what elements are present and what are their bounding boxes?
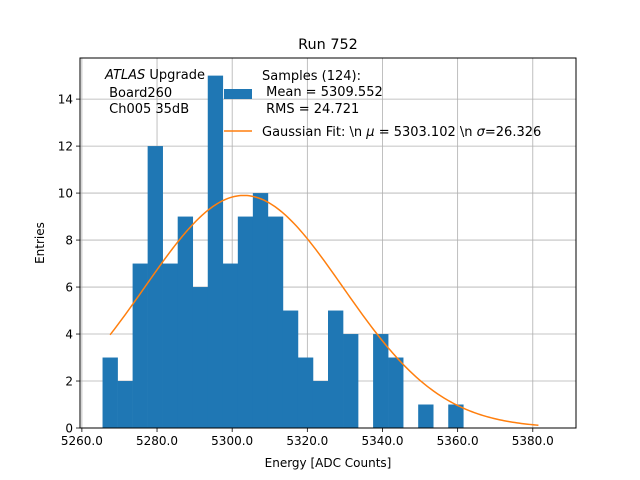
histogram-bar bbox=[267, 216, 284, 428]
plot-frame bbox=[79, 57, 577, 429]
histogram-bar bbox=[102, 357, 118, 428]
histogram-bar bbox=[177, 216, 194, 428]
legend-samples-line-2: Mean = 5309.552 bbox=[262, 85, 383, 100]
histogram-bar bbox=[328, 310, 344, 428]
legend-samples-swatch bbox=[224, 89, 252, 99]
histogram-bar bbox=[312, 381, 329, 428]
annotation-line-2: Board260 bbox=[105, 86, 172, 101]
histogram-bars bbox=[102, 75, 464, 428]
x-tick-label: 5320.0 bbox=[286, 434, 328, 448]
y-tick-label: 0 bbox=[65, 422, 73, 436]
y-tick-label: 8 bbox=[65, 234, 73, 248]
x-tick-label: 5360.0 bbox=[437, 434, 479, 448]
legend-samples-line-1: Samples (124): bbox=[262, 69, 361, 84]
histogram-bar bbox=[252, 193, 269, 428]
y-tick-label: 6 bbox=[65, 281, 73, 295]
fit-sigma-value: =26.326 bbox=[485, 125, 541, 140]
histogram-bar bbox=[373, 334, 389, 428]
gaussian-fit-curve bbox=[109, 194, 539, 426]
fit-prefix: Gaussian Fit: \n bbox=[262, 125, 366, 140]
chart-title: Run 752 bbox=[298, 37, 358, 53]
histogram-bar bbox=[448, 404, 464, 428]
y-axis-label: Entries bbox=[33, 222, 47, 264]
upgrade-label: Upgrade bbox=[145, 68, 205, 83]
axis-ticks: 5260.0 5280.0 5300.0 5320.0 5340.0 5360.0 5380… bbox=[58, 93, 554, 448]
legend: Samples (124): Mean = 5309.552 RMS = 24.… bbox=[224, 69, 541, 140]
x-tick-label: 5340.0 bbox=[361, 434, 403, 448]
sigma-symbol: σ bbox=[477, 125, 486, 140]
annotation-line-1: ATLAS Upgrade bbox=[104, 68, 205, 83]
legend-samples-line-3: RMS = 24.721 bbox=[262, 102, 359, 117]
legend-fit-label: Gaussian Fit: \n μ = 5303.102 \n σ=26.32… bbox=[262, 125, 541, 140]
histogram-bar bbox=[192, 287, 209, 428]
histogram-bar bbox=[297, 357, 314, 428]
y-tick-label: 4 bbox=[65, 328, 73, 342]
y-tick-label: 2 bbox=[65, 375, 73, 389]
y-tick-label: 10 bbox=[58, 187, 73, 201]
histogram-bar bbox=[117, 381, 133, 428]
x-tick-label: 5380.0 bbox=[512, 434, 554, 448]
x-tick-label: 5260.0 bbox=[61, 434, 103, 448]
histogram-bar bbox=[237, 216, 254, 428]
y-tick-label: 12 bbox=[58, 140, 73, 154]
histogram-bar bbox=[147, 146, 163, 428]
histogram-bar bbox=[132, 263, 148, 428]
histogram-bar bbox=[162, 263, 178, 428]
x-tick-label: 5280.0 bbox=[136, 434, 178, 448]
y-tick-label: 14 bbox=[58, 93, 73, 107]
mu-symbol: μ bbox=[365, 125, 374, 140]
x-axis-label: Energy [ADC Counts] bbox=[265, 456, 392, 470]
histogram-bar bbox=[207, 75, 224, 428]
annotation-line-3: Ch005 35dB bbox=[105, 102, 189, 117]
histogram-bar bbox=[418, 404, 434, 428]
histogram-bar bbox=[343, 334, 359, 428]
atlas-label: ATLAS bbox=[104, 68, 145, 83]
histogram-bar bbox=[388, 357, 404, 428]
histogram-bar bbox=[222, 263, 239, 428]
atlas-annotation: ATLAS Upgrade Board260 Ch005 35dB bbox=[104, 68, 205, 117]
histogram-bar bbox=[282, 310, 299, 428]
x-tick-label: 5300.0 bbox=[211, 434, 253, 448]
fit-mu-value: = 5303.102 \n bbox=[375, 125, 477, 140]
